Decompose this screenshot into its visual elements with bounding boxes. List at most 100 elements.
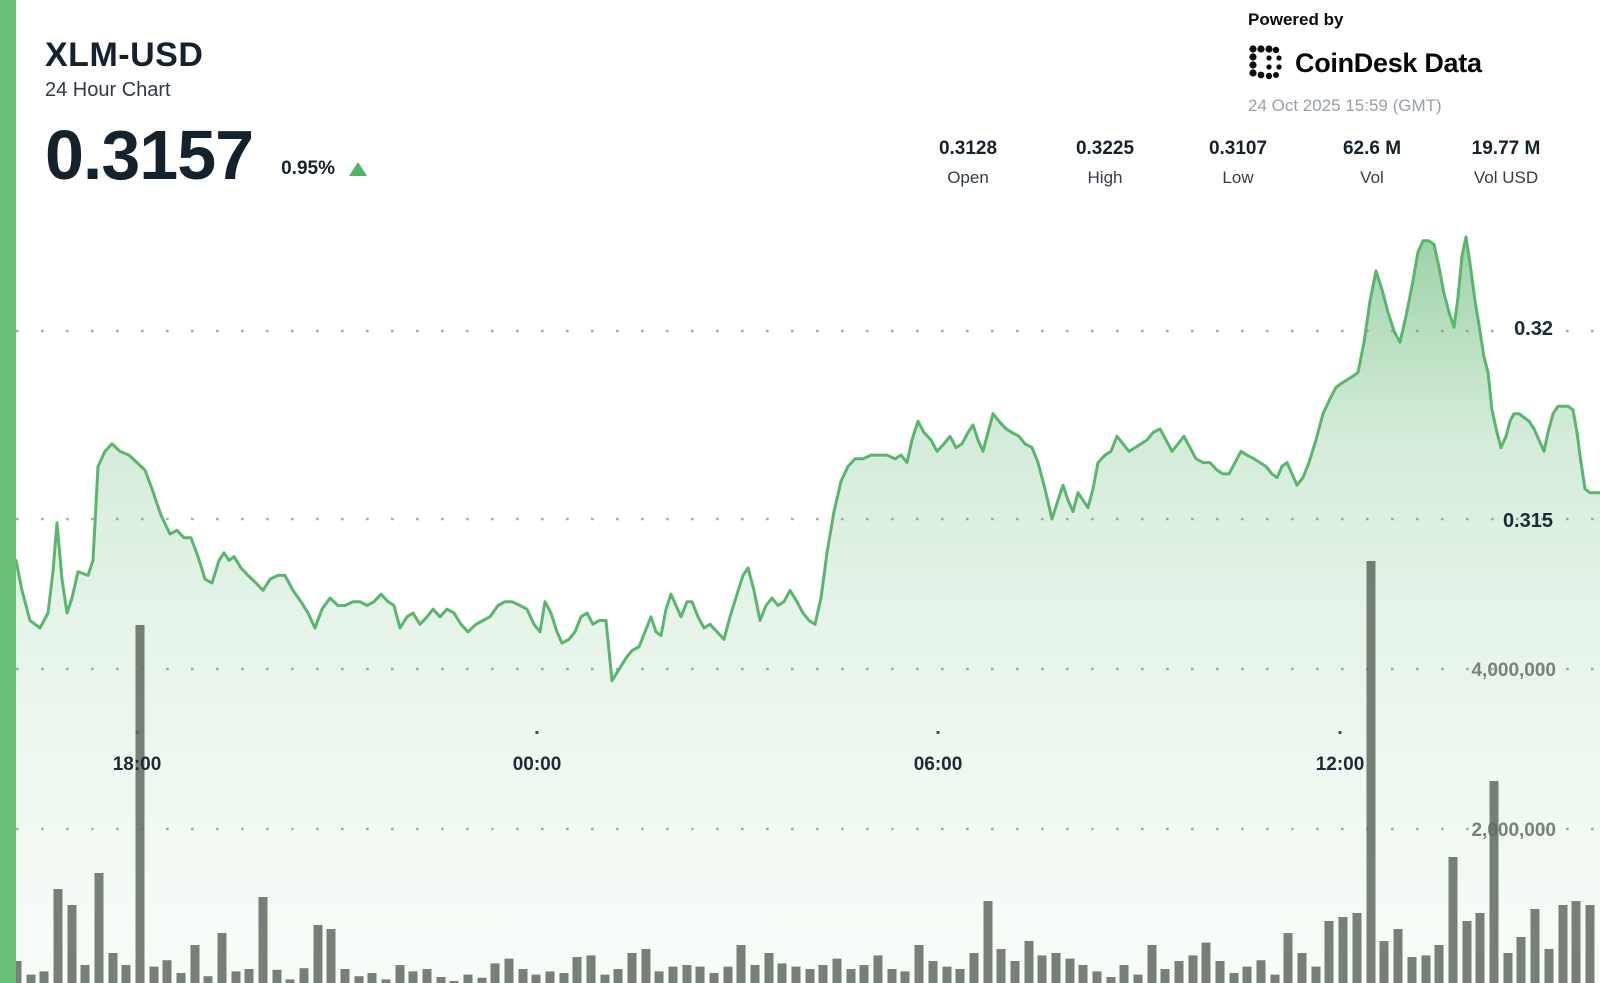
- volume-bar: [1393, 929, 1403, 983]
- volume-bar: [791, 966, 801, 983]
- price-change: 0.95%: [281, 158, 367, 180]
- volume-bar: [121, 965, 131, 983]
- volume-bar: [285, 979, 295, 983]
- volume-bar: [1571, 901, 1581, 983]
- x-axis-tick-dot: [535, 731, 539, 734]
- volume-bar: [1188, 955, 1198, 983]
- price-line: [14, 235, 1600, 683]
- volume-bar: [436, 977, 446, 983]
- stat-vol-usd-value: 19.77 M: [1471, 138, 1541, 159]
- volume-bar: [1475, 913, 1485, 983]
- volume-bar: [422, 969, 432, 983]
- stat-low-value: 0.3107: [1208, 138, 1268, 159]
- volume-bar: [1051, 953, 1061, 983]
- volume-bar: [777, 963, 787, 983]
- volume-bar: [600, 974, 610, 983]
- volume-bar: [1352, 913, 1362, 983]
- volume-bar: [504, 958, 514, 983]
- volume-bar: [1434, 945, 1444, 983]
- stat-high-label: High: [1087, 168, 1123, 187]
- volume-bar: [313, 925, 323, 983]
- volume-bar: [463, 974, 473, 983]
- volume-bar: [490, 963, 500, 983]
- current-price-row: 0.3157 0.95%: [45, 118, 367, 192]
- volume-bar: [1366, 561, 1376, 983]
- data-timestamp: 24 Oct 2025 15:59 (GMT): [1248, 96, 1442, 115]
- stat-low: 0.3107 Low: [1209, 138, 1267, 188]
- change-percent: 0.95%: [281, 158, 335, 179]
- volume-bar: [900, 971, 910, 983]
- volume-bar: [764, 953, 774, 983]
- volume-bar: [682, 965, 692, 983]
- volume-bar: [668, 966, 678, 983]
- volume-bar: [641, 949, 651, 983]
- volume-bar: [149, 966, 159, 983]
- volume-bar: [1324, 921, 1334, 983]
- volume-bar: [1010, 961, 1020, 983]
- volume-bar: [1024, 941, 1034, 983]
- volume-bar: [1133, 974, 1143, 983]
- volume-bar: [39, 971, 49, 983]
- brand-row: CoinDesk Data: [1248, 44, 1538, 82]
- volume-bar: [162, 960, 172, 983]
- volume-bar: [1256, 960, 1266, 983]
- volume-bar: [1078, 965, 1088, 983]
- stat-vol-label: Vol: [1360, 168, 1384, 187]
- volume-bar: [1558, 905, 1568, 983]
- volume-bar: [190, 945, 200, 983]
- volume-bar: [928, 961, 938, 983]
- volume-bar: [1297, 953, 1307, 983]
- volume-bar: [67, 905, 77, 983]
- volume-bar: [859, 965, 869, 983]
- volume-bar: [244, 969, 254, 983]
- current-price: 0.3157: [45, 116, 254, 194]
- volume-bar: [1338, 917, 1348, 983]
- stat-open-label: Open: [947, 168, 989, 187]
- volume-bar: [805, 969, 815, 983]
- volume-bar: [846, 969, 856, 983]
- powered-by-label: Powered by: [1248, 10, 1344, 29]
- volume-bar: [1106, 977, 1116, 983]
- time-axis-tick-1200: 12:00: [1315, 754, 1365, 775]
- volume-bar: [1270, 974, 1280, 983]
- volume-bar: [1544, 949, 1554, 983]
- volume-bar: [395, 965, 405, 983]
- time-axis-tick-0000: 00:00: [512, 754, 562, 775]
- volume-bar: [942, 966, 952, 983]
- volume-bar: [26, 974, 36, 983]
- stat-low-label: Low: [1222, 168, 1254, 187]
- volume-bar: [108, 953, 118, 983]
- volume-bar: [1092, 971, 1102, 983]
- stat-vol: 62.6 M Vol: [1343, 138, 1401, 188]
- volume-bar: [1407, 957, 1417, 983]
- volume-bar: [203, 976, 213, 983]
- volume-bar: [969, 953, 979, 983]
- volume-bar: [449, 981, 459, 983]
- price-axis-tick-032: 0.32: [1514, 318, 1553, 340]
- volume-bar: [586, 955, 596, 983]
- volume-bar: [477, 977, 487, 983]
- volume-bar: [1311, 966, 1321, 983]
- volume-bar: [709, 973, 719, 983]
- volume-bar: [572, 957, 582, 983]
- volume-bar: [545, 971, 555, 983]
- volume-bar: [1160, 969, 1170, 983]
- volume-bar: [12, 961, 22, 983]
- volume-bar: [1283, 933, 1293, 983]
- volume-bar: [1215, 961, 1225, 983]
- volume-bar: [654, 971, 664, 983]
- volume-bar: [381, 979, 391, 983]
- pair-symbol: XLM-USD: [45, 36, 204, 74]
- volume-bar: [1489, 781, 1499, 983]
- volume-bar: [518, 969, 528, 983]
- price-axis-tick-0315: 0.315: [1502, 510, 1553, 532]
- volume-bar: [914, 945, 924, 983]
- volume-bar: [1421, 955, 1431, 983]
- volume-bar: [408, 971, 418, 983]
- volume-bar: [559, 973, 569, 983]
- stat-high-value: 0.3225: [1075, 138, 1135, 159]
- volume-bar: [354, 976, 364, 983]
- volume-bar: [695, 966, 705, 983]
